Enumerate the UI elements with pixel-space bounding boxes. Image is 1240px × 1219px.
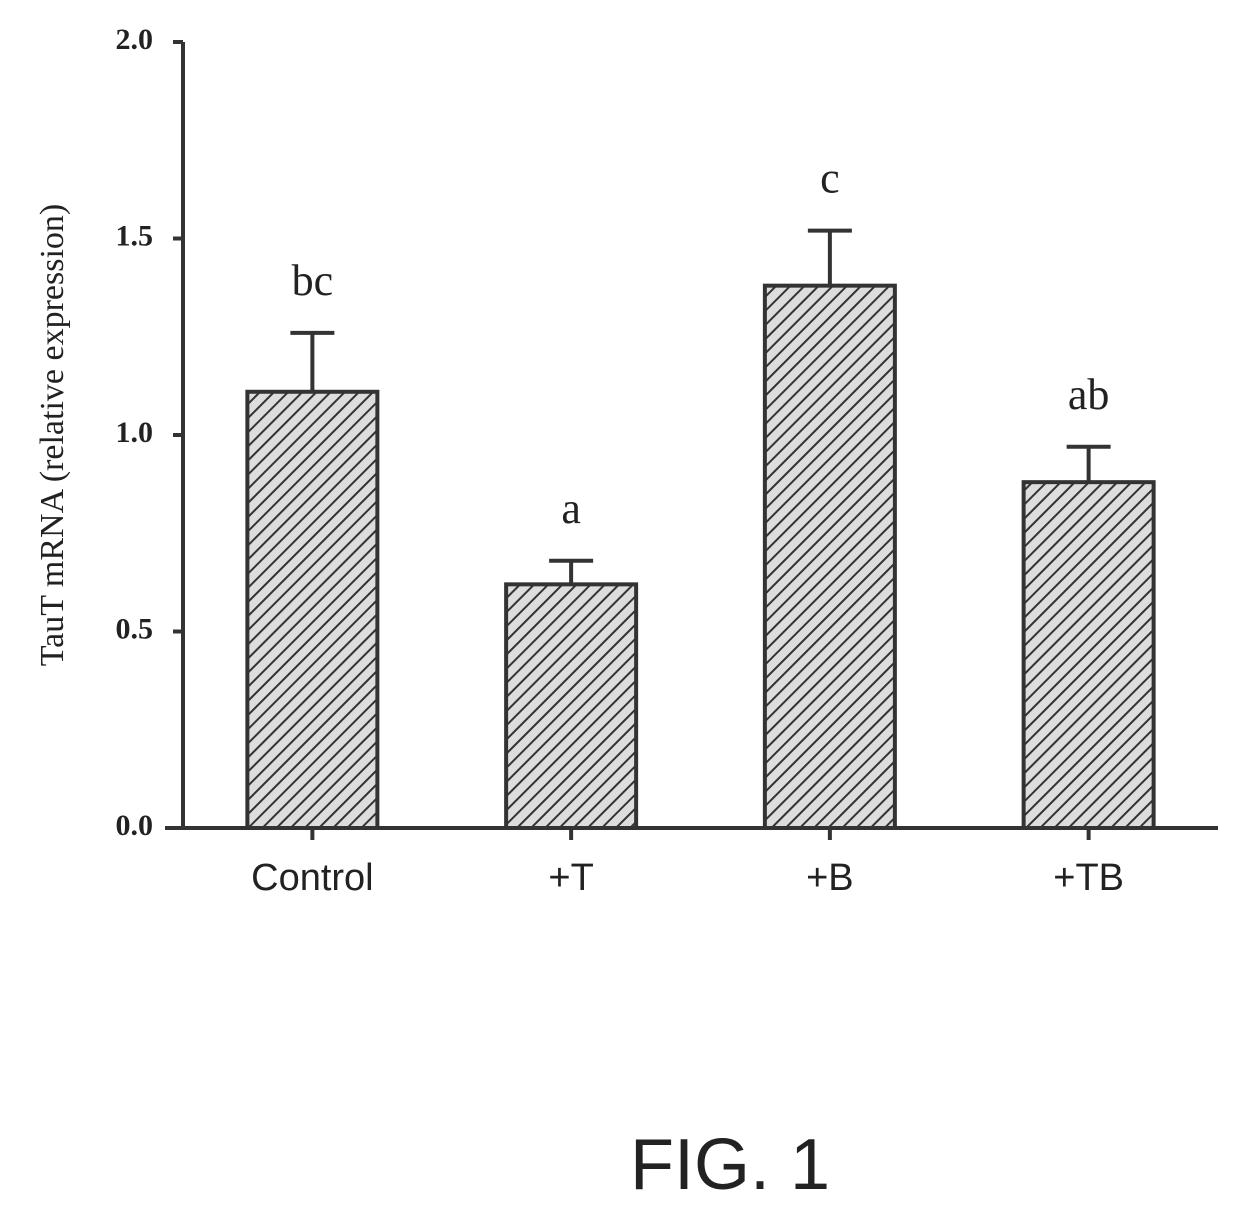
figure: TauT mRNA (relative expression) FIG. 1 0… — [0, 0, 1240, 1219]
y-tick-label: 1.5 — [116, 219, 154, 252]
significance-label: a — [561, 484, 581, 533]
bar — [506, 584, 636, 828]
significance-label: bc — [292, 256, 334, 305]
figure-label: FIG. 1 — [630, 1125, 830, 1205]
significance-label: ab — [1068, 370, 1110, 419]
bar — [1024, 482, 1154, 828]
x-tick-label: Control — [251, 857, 374, 899]
y-axis-label: TauT mRNA (relative expression) — [34, 204, 71, 667]
x-tick-label: +B — [806, 857, 854, 899]
bar — [765, 286, 895, 828]
y-tick-label: 2.0 — [116, 23, 154, 56]
y-tick-label: 0.5 — [116, 612, 154, 645]
bar — [247, 392, 377, 828]
plot: 0.0 0.5 1.0 1.5 2.0 bc Control a +T c +B ab +TB — [116, 23, 1219, 899]
x-tick-label: +T — [548, 857, 593, 899]
significance-label: c — [820, 154, 840, 203]
x-tick-label: +TB — [1053, 857, 1124, 899]
y-tick-label: 1.0 — [116, 416, 154, 449]
y-tick-label: 0.0 — [116, 809, 154, 842]
